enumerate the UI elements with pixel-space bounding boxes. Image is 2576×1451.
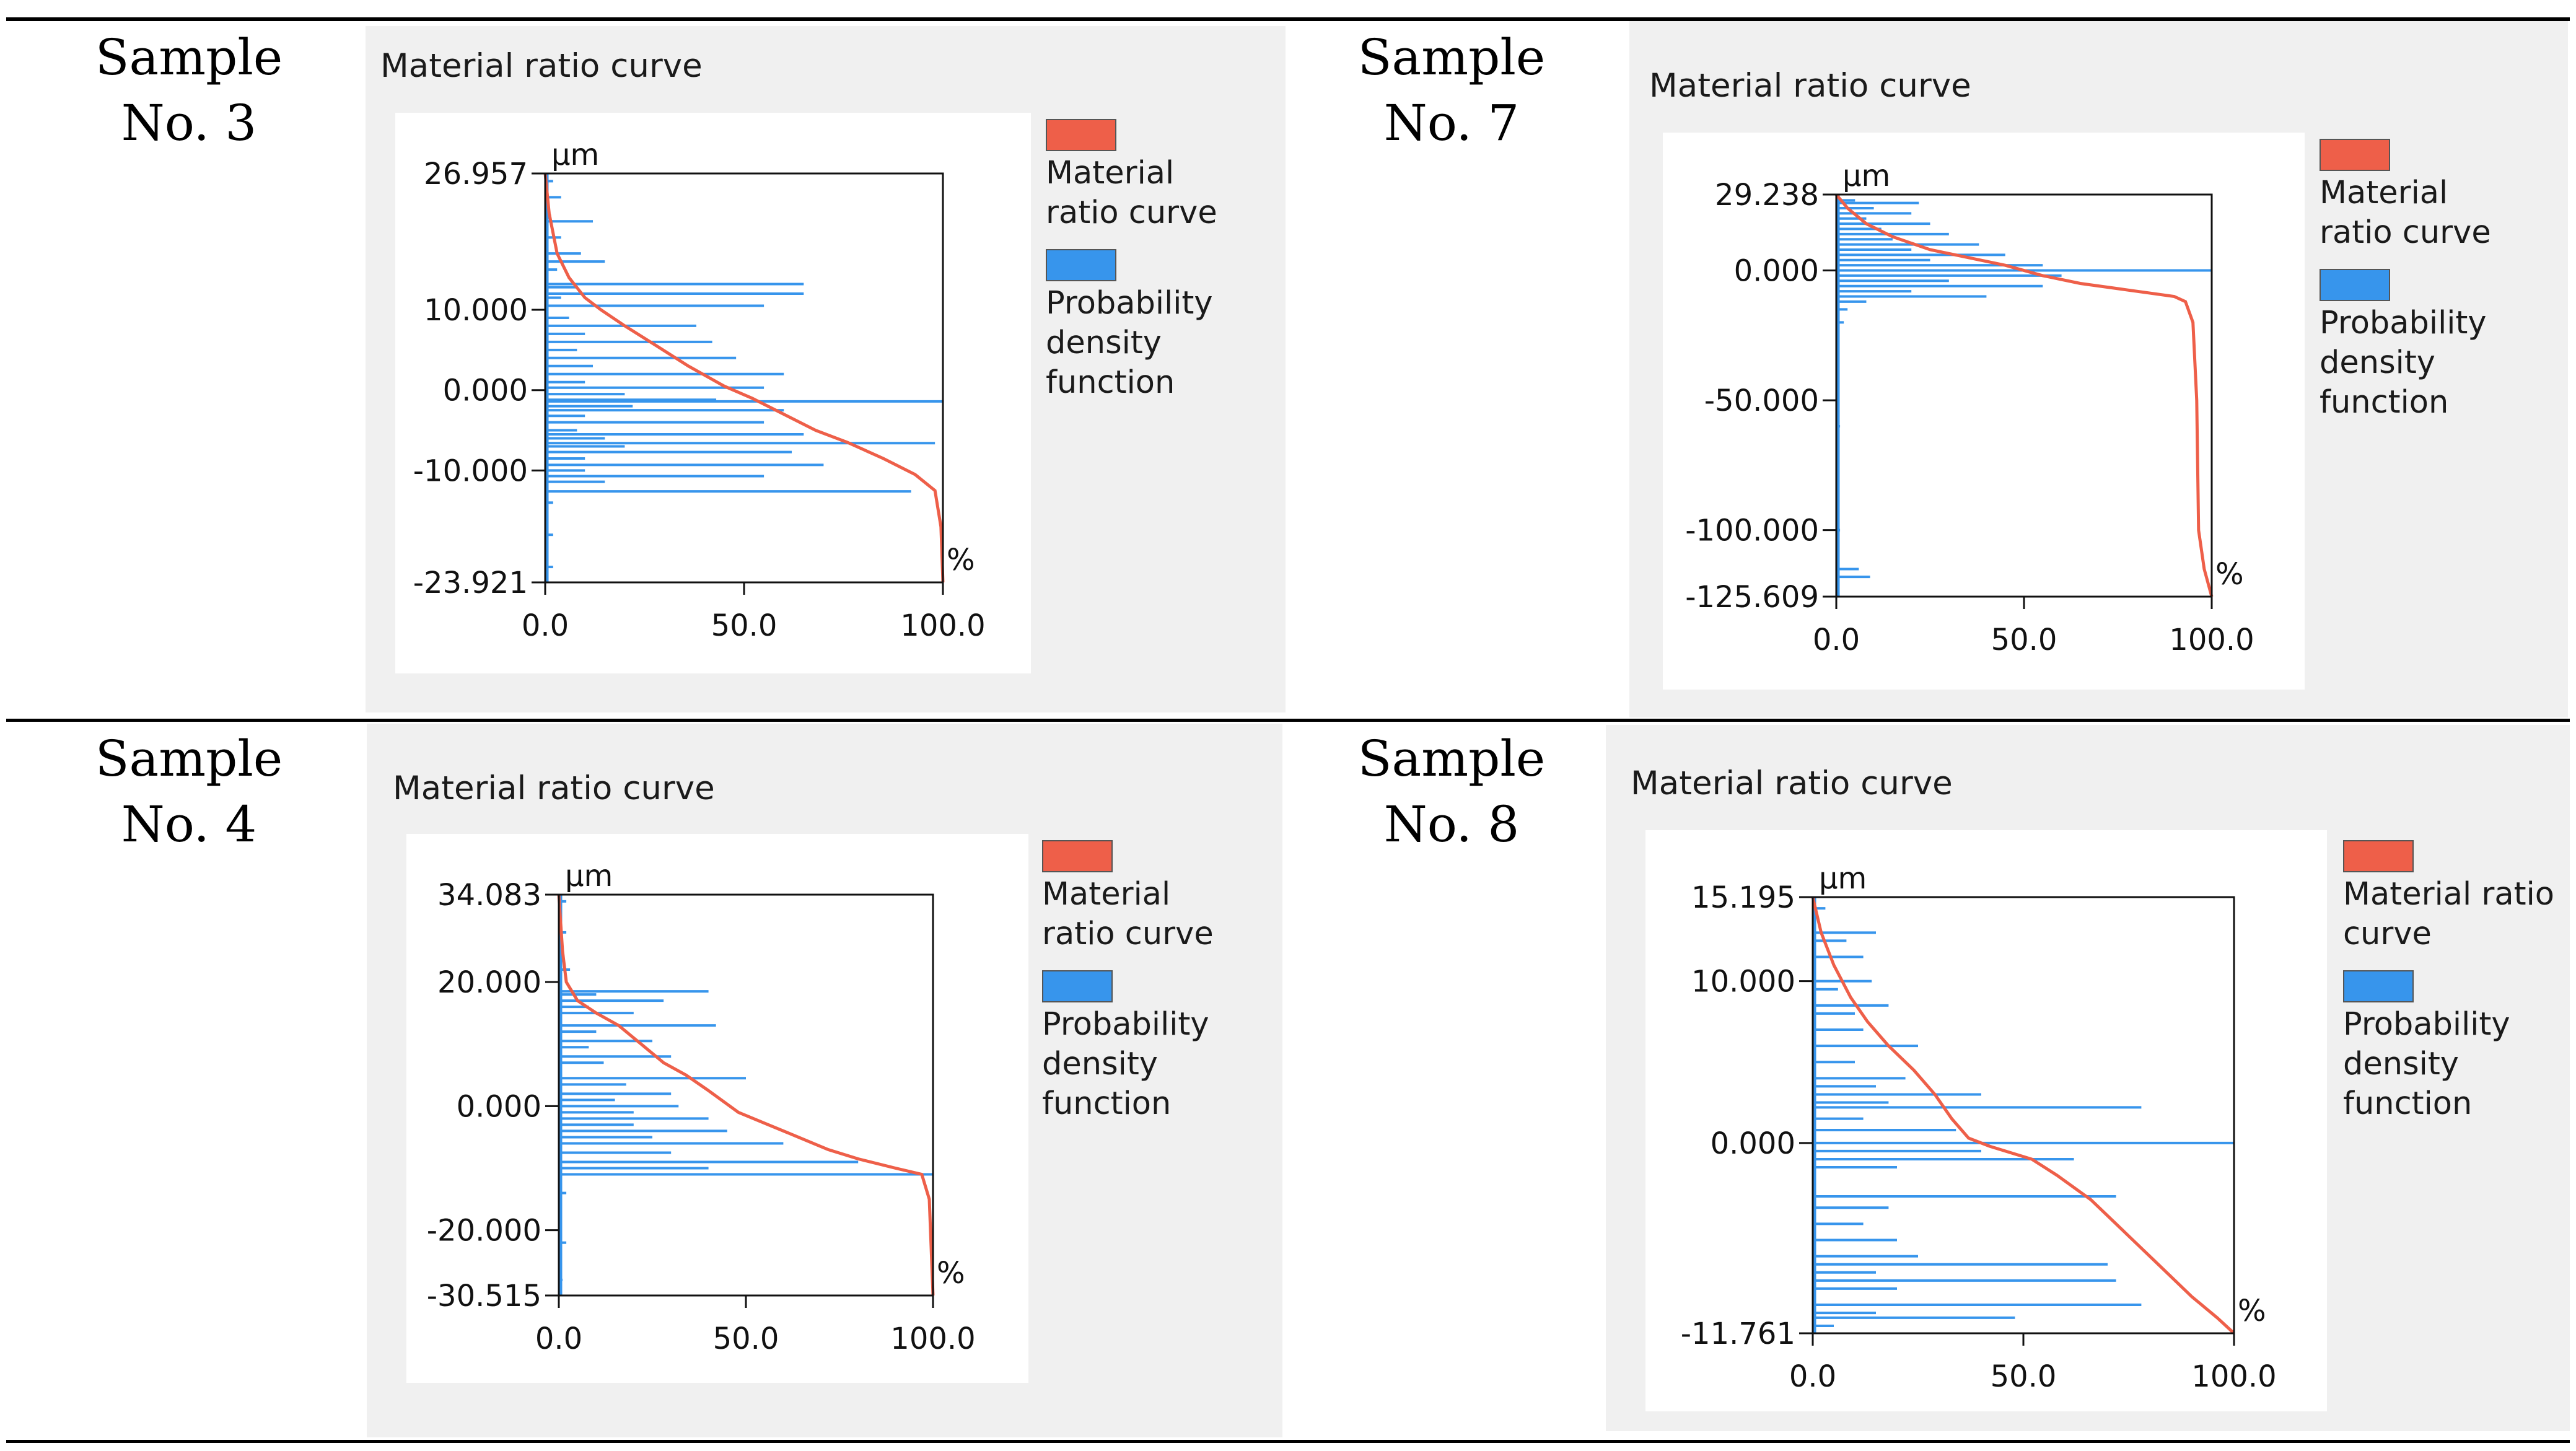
- y-tick-label: -20.000: [427, 1214, 541, 1248]
- legend-label-pdf: Probability density function: [1042, 1006, 1209, 1122]
- x-tick-label: 0.0: [522, 608, 569, 643]
- sample-label-no3: Sample No. 3: [74, 25, 304, 156]
- y-unit-label: µm: [1819, 861, 1867, 896]
- plot-background: [395, 113, 1031, 673]
- y-tick-label: 10.000: [1691, 965, 1795, 999]
- material-ratio-line: [557, 894, 935, 1296]
- sample-label-line2: No. 8: [1383, 796, 1520, 853]
- x-tick-label: 50.0: [711, 608, 778, 643]
- sample-label-no7: Sample No. 7: [1337, 25, 1566, 156]
- legend-swatch-material: [2343, 840, 2414, 872]
- x-tick-label: 50.0: [713, 1322, 779, 1356]
- x-unit-label: %: [937, 1256, 965, 1291]
- x-tick-label: 50.0: [1991, 623, 2057, 657]
- x-unit-label: %: [947, 543, 975, 577]
- sample-label-line1: Sample: [1357, 28, 1546, 86]
- y-tick-label: 29.238: [1715, 178, 1819, 213]
- legend-swatch-material: [1046, 119, 1116, 151]
- top-rule: [6, 17, 2570, 21]
- sample-label-line2: No. 7: [1383, 94, 1520, 152]
- y-unit-label: µm: [551, 138, 599, 172]
- x-tick-label: 100.0: [900, 608, 985, 643]
- plot-background: [406, 834, 1028, 1383]
- sample-label-line2: No. 3: [121, 94, 257, 152]
- y-tick-label: -125.609: [1685, 580, 1819, 615]
- sample-label-line1: Sample: [95, 730, 283, 787]
- x-tick-label: 50.0: [1991, 1359, 2057, 1394]
- middle-rule: [6, 719, 2570, 722]
- y-tick-label: 10.000: [424, 293, 528, 328]
- y-tick-label: 0.000: [1711, 1126, 1795, 1161]
- legend-swatch-pdf: [1042, 970, 1113, 1002]
- legend-no8: Material ratio curve Probability density…: [2343, 840, 2566, 1140]
- y-tick-label: -11.761: [1681, 1317, 1795, 1351]
- legend-label-pdf: Probability density function: [1046, 285, 1213, 401]
- y-tick-label: 0.000: [1734, 254, 1819, 289]
- sample-label-no4: Sample No. 4: [74, 726, 304, 857]
- material-ratio-chart-no7: 29.238 0.000 -50.000 -100.000 -125.609 0.0 50.…: [1663, 133, 2305, 690]
- legend-label-pdf: Probability density function: [2320, 305, 2487, 421]
- x-tick-label: 100.0: [2191, 1359, 2276, 1394]
- y-tick-label: 34.083: [437, 878, 541, 913]
- legend-label-material: Material ratio curve: [1042, 876, 1214, 952]
- legend-no7: Material ratio curve Probability density…: [2320, 139, 2530, 439]
- legend-swatch-material: [2320, 139, 2390, 171]
- material-ratio-line: [543, 173, 945, 583]
- y-tick-label: 20.000: [437, 965, 541, 1000]
- chart-title: Material ratio curve: [393, 769, 715, 807]
- legend-no4: Material ratio curve Probability density…: [1042, 840, 1253, 1140]
- y-tick-label: 26.957: [424, 157, 528, 191]
- x-tick-label: 0.0: [1813, 623, 1860, 657]
- legend-swatch-pdf: [2320, 269, 2390, 301]
- y-tick-label: 0.000: [443, 374, 528, 408]
- x-unit-label: %: [2215, 557, 2244, 592]
- y-tick-label: -10.000: [413, 454, 528, 488]
- legend-swatch-pdf: [2343, 970, 2414, 1002]
- legend-swatch-material: [1042, 840, 1113, 872]
- y-tick-label: -50.000: [1704, 384, 1819, 418]
- sample-label-no8: Sample No. 8: [1337, 726, 1566, 857]
- y-tick-label: -100.000: [1685, 514, 1819, 548]
- legend-label-pdf: Probability density function: [2343, 1006, 2510, 1122]
- sample-label-line1: Sample: [95, 28, 283, 86]
- chart-title: Material ratio curve: [380, 47, 703, 85]
- y-tick-label: 15.195: [1691, 880, 1795, 915]
- legend-label-material: Material ratio curve: [2320, 175, 2491, 251]
- chart-title: Material ratio curve: [1631, 765, 1953, 802]
- x-tick-label: 100.0: [890, 1322, 975, 1356]
- material-ratio-chart-no3: 26.957 10.000 0.000 -10.000 -23.921 0.0 50.0 10…: [395, 113, 1031, 673]
- chart-title: Material ratio curve: [1649, 67, 1971, 105]
- sample-label-line2: No. 4: [121, 796, 257, 853]
- legend-swatch-pdf: [1046, 249, 1116, 281]
- x-tick-label: 100.0: [2169, 623, 2254, 657]
- x-tick-label: 0.0: [1789, 1359, 1836, 1394]
- y-tick-label: -30.515: [427, 1279, 541, 1313]
- bottom-rule: [6, 1440, 2570, 1443]
- material-ratio-line: [1811, 896, 2235, 1335]
- y-tick-label: -23.921: [413, 566, 528, 600]
- material-ratio-line: [1835, 193, 2214, 597]
- sample-label-line1: Sample: [1357, 730, 1546, 787]
- material-ratio-chart-no8: 15.195 10.000 0.000 -11.761 0.0 50.0 100.0 µm%: [1645, 830, 2327, 1411]
- material-ratio-chart-no4: 34.083 20.000 0.000 -20.000 -30.515 0.0 50.0 10…: [406, 834, 1028, 1383]
- legend-label-material: Material ratio curve: [1046, 155, 1217, 231]
- y-unit-label: µm: [565, 859, 613, 893]
- x-tick-label: 0.0: [535, 1322, 582, 1356]
- y-tick-label: 0.000: [457, 1089, 541, 1124]
- legend-no3: Material ratio curve Probability density…: [1046, 119, 1256, 419]
- y-unit-label: µm: [1842, 159, 1890, 193]
- legend-label-material: Material ratio curve: [2343, 876, 2554, 952]
- x-unit-label: %: [2238, 1294, 2266, 1328]
